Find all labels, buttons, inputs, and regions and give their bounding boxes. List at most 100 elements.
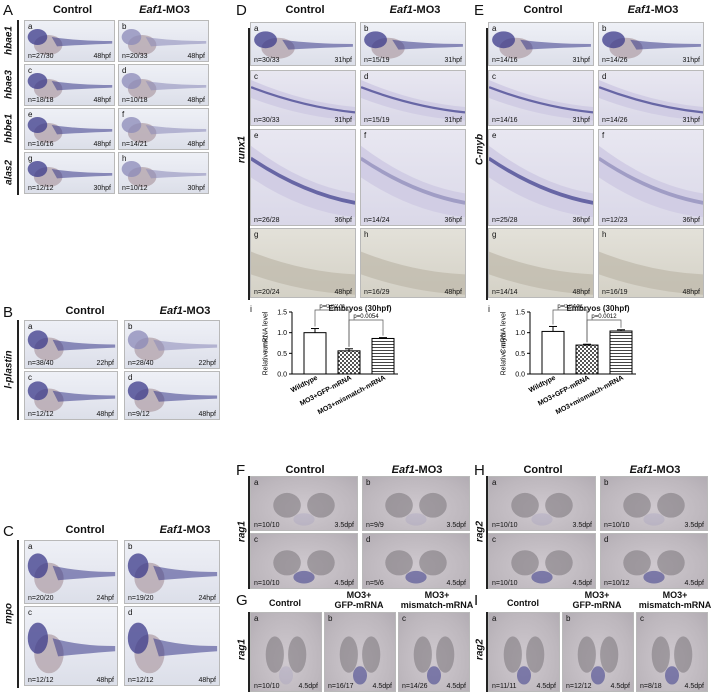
tile-stage: 3.5dpf xyxy=(572,522,592,529)
eye-left xyxy=(265,636,284,673)
mismatch-line1: MO3+ xyxy=(424,590,450,600)
embryo-tile: b n=10/10 3.5dpf xyxy=(600,476,708,531)
stain-line xyxy=(361,156,465,205)
eye-right xyxy=(657,550,685,576)
gene-label: C-myb xyxy=(474,133,486,166)
chart-plot: 0.00.51.01.5WildtypeMO3+GFP-mRNAMO3+mism… xyxy=(277,304,398,416)
embryo-tile: h n=10/12 30hpf xyxy=(118,152,209,194)
column-header-eaf1-mo3: Eaf1-MO3 xyxy=(367,464,467,476)
embryo-image xyxy=(503,636,545,685)
embryo-tile: a n=10/10 3.5dpf xyxy=(488,476,596,531)
gene-label: mpo xyxy=(3,602,15,625)
thymus-stain xyxy=(591,666,605,685)
tile-sublabel: b xyxy=(328,614,333,623)
bracket-line xyxy=(486,28,488,300)
bar-0 xyxy=(541,330,565,375)
bracket-line xyxy=(486,476,488,589)
embryo-tile: c n=10/10 4.5dpf xyxy=(250,533,358,589)
tile-count: n=10/10 xyxy=(604,522,630,529)
eaf1-italic: Eaf1 xyxy=(629,464,653,476)
tile-stage: 36hpf xyxy=(572,217,590,224)
embryo-image xyxy=(127,330,218,361)
embryo-tile: b n=20/33 48hpf xyxy=(118,20,209,62)
column-header-gfp: MO3+ GFP-mRNA xyxy=(324,590,394,610)
tile-count: n=10/10 xyxy=(254,522,280,529)
tile-count: n=10/10 xyxy=(254,580,280,587)
tile-stage: 48hpf xyxy=(187,53,205,60)
trunk-shape xyxy=(489,251,593,295)
tile-sublabel: a xyxy=(254,614,259,623)
p-value-2: p=0.0012 xyxy=(591,314,617,320)
embryo-tile: c n=30/33 31hpf xyxy=(250,70,356,126)
head-shape xyxy=(254,31,277,49)
tile-count: n=14/21 xyxy=(122,141,148,148)
thymus-stain xyxy=(279,666,293,685)
gfp-line1: MO3+ xyxy=(584,590,610,600)
head-shape xyxy=(127,553,149,579)
mo3-suffix: -MO3 xyxy=(162,4,190,16)
category-label: Wildtype xyxy=(290,375,319,395)
tail-shape xyxy=(153,390,218,402)
embryo-image xyxy=(492,31,591,59)
eye-left xyxy=(273,492,301,518)
embryo-tile: b n=14/26 31hpf xyxy=(598,22,704,66)
tile-stage: 31hpf xyxy=(682,57,700,64)
eye-left xyxy=(577,636,596,673)
panel-label-g: G xyxy=(236,592,248,609)
tile-sublabel: g xyxy=(492,230,497,239)
stain-line xyxy=(251,86,355,114)
trunk-shape xyxy=(599,251,703,295)
y-tick-label: 0.5 xyxy=(515,351,525,358)
embryo-image xyxy=(27,622,116,674)
eaf1-italic: Eaf1 xyxy=(627,4,651,16)
tile-count: n=30/33 xyxy=(254,117,280,124)
tile-sublabel: b xyxy=(604,478,609,487)
gene-label: rag1 xyxy=(236,638,248,661)
tile-sublabel: h xyxy=(122,154,127,163)
embryo-image xyxy=(251,251,355,295)
eaf1-italic: Eaf1 xyxy=(391,464,415,476)
tile-stage: 31hpf xyxy=(682,117,700,124)
tile-count: n=12/23 xyxy=(602,217,628,224)
embryo-image xyxy=(127,381,218,412)
tail-shape xyxy=(51,169,113,179)
eye-right xyxy=(657,492,685,518)
embryo-image xyxy=(121,29,207,55)
y-tick-label: 0.0 xyxy=(515,372,525,379)
head-shape xyxy=(27,553,48,579)
trunk-shape xyxy=(361,80,465,121)
stain-line xyxy=(251,156,355,205)
tile-stage: 48hpf xyxy=(572,289,590,296)
thymus-stain xyxy=(643,513,665,526)
gfp-line1: MO3+ xyxy=(346,590,372,600)
embryo-image xyxy=(413,636,455,685)
tile-sublabel: a xyxy=(492,614,497,623)
head-shape xyxy=(364,31,387,49)
embryo-tile: a n=20/20 24hpf xyxy=(24,540,118,604)
thymus-stain xyxy=(405,513,427,526)
tile-stage: 31hpf xyxy=(334,117,352,124)
tile-sublabel: h xyxy=(602,230,607,239)
tail-shape xyxy=(51,125,113,135)
panel-label-b: B xyxy=(3,304,14,321)
tail-shape xyxy=(52,638,116,657)
tile-sublabel: c xyxy=(402,614,406,623)
trunk-shape xyxy=(489,80,593,121)
column-header-mismatch: MO3+ mismatch-mRNA xyxy=(636,590,714,610)
tile-stage: 4.5dpf xyxy=(536,683,556,690)
head-shape xyxy=(27,330,48,350)
thymus-stain xyxy=(353,666,367,685)
bracket-line xyxy=(17,320,19,420)
embryo-image xyxy=(121,117,207,143)
tail-shape xyxy=(282,39,353,50)
embryo-image xyxy=(251,80,355,121)
bracket-line xyxy=(248,476,250,589)
tile-sublabel: b xyxy=(366,478,371,487)
tile-stage: 48hpf xyxy=(682,289,700,296)
embryo-tile: g n=20/24 48hpf xyxy=(250,228,356,298)
tail-shape xyxy=(153,565,218,581)
thymus-stain xyxy=(293,570,315,584)
tile-stage: 31hpf xyxy=(334,57,352,64)
embryo-tile: c n=12/12 48hpf xyxy=(24,606,118,686)
thymus-stain xyxy=(643,570,665,584)
